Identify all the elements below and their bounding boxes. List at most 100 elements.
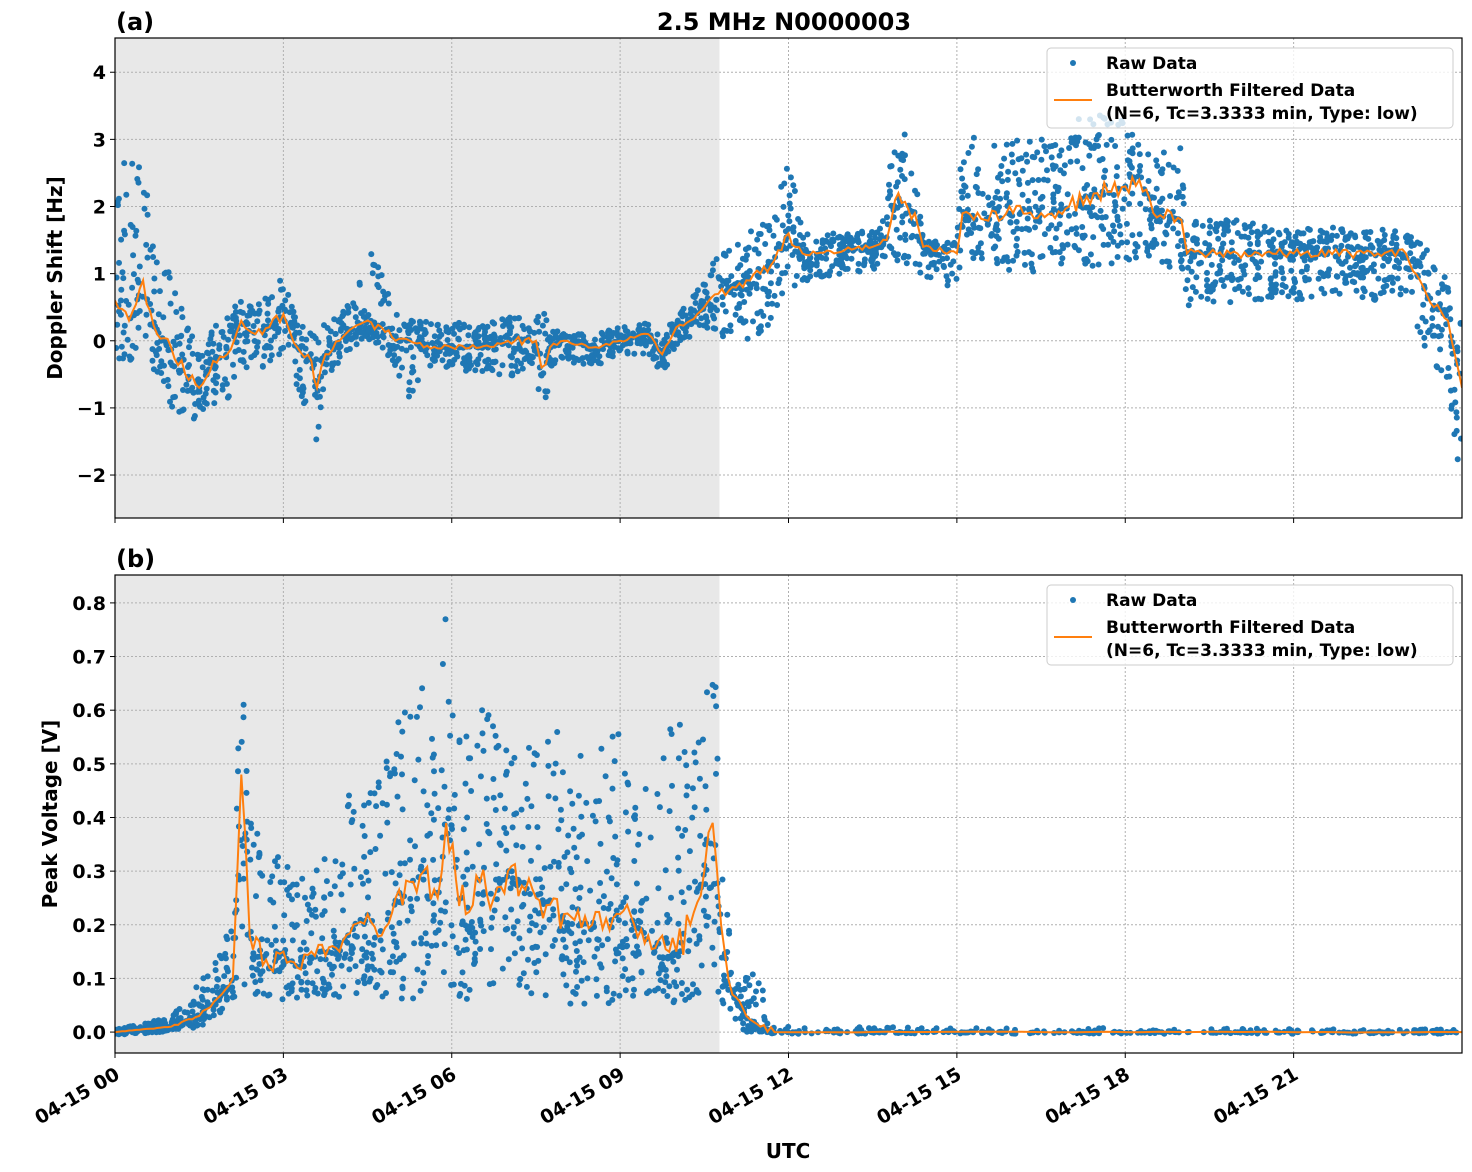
raw-data-point <box>205 341 212 348</box>
raw-data-point <box>1190 235 1197 242</box>
raw-data-point <box>1163 258 1170 265</box>
raw-data-point <box>385 290 392 297</box>
raw-data-point <box>407 856 413 863</box>
raw-data-point <box>275 854 281 861</box>
raw-data-point <box>1039 253 1046 260</box>
raw-data-point <box>1453 409 1460 416</box>
raw-data-point <box>1165 161 1172 168</box>
raw-data-point <box>1112 143 1119 149</box>
raw-data-point <box>933 266 940 273</box>
raw-data-point <box>262 295 269 302</box>
raw-data-point <box>819 237 826 244</box>
raw-data-point <box>743 286 750 293</box>
raw-data-point <box>1421 334 1428 341</box>
raw-data-point <box>584 858 591 865</box>
raw-data-point <box>407 713 414 720</box>
raw-data-point <box>1100 241 1107 248</box>
raw-data-point <box>1234 230 1241 236</box>
raw-data-point <box>871 265 878 272</box>
raw-data-point <box>340 983 347 990</box>
raw-data-point <box>894 204 901 211</box>
raw-data-point <box>1204 295 1211 302</box>
raw-data-point <box>391 770 398 777</box>
raw-data-point <box>398 995 405 1002</box>
raw-data-point <box>204 349 211 356</box>
raw-data-point <box>443 327 450 334</box>
raw-data-point <box>573 854 580 861</box>
raw-data-point <box>406 393 412 400</box>
raw-data-point <box>703 913 709 920</box>
raw-data-point <box>240 701 247 708</box>
raw-data-point <box>1241 233 1248 240</box>
raw-data-point <box>348 819 355 826</box>
raw-data-point <box>666 808 673 815</box>
raw-data-point <box>589 812 596 819</box>
raw-data-point <box>753 285 760 292</box>
raw-data-point <box>368 950 375 957</box>
raw-data-point <box>624 328 631 335</box>
raw-data-point <box>965 150 972 156</box>
raw-data-point <box>429 735 435 742</box>
raw-data-point <box>784 263 791 270</box>
raw-data-point <box>546 916 553 923</box>
raw-data-point <box>605 814 612 821</box>
raw-data-point <box>1279 289 1285 296</box>
raw-data-point <box>599 942 606 949</box>
raw-data-point <box>619 973 626 980</box>
raw-data-point <box>545 793 552 800</box>
raw-data-point <box>520 970 527 977</box>
raw-data-point <box>1408 234 1414 241</box>
raw-data-point <box>567 865 574 872</box>
raw-data-point <box>714 307 720 314</box>
raw-data-point <box>361 933 368 940</box>
raw-data-point <box>314 968 321 975</box>
raw-data-point <box>1038 136 1045 143</box>
raw-data-point <box>748 998 754 1005</box>
raw-data-point <box>1073 225 1080 232</box>
raw-data-point <box>1218 245 1225 252</box>
raw-data-point <box>361 973 368 980</box>
raw-data-point <box>372 846 379 852</box>
raw-data-point <box>1254 272 1261 279</box>
raw-data-point <box>1145 252 1152 259</box>
raw-data-point <box>398 753 404 760</box>
raw-data-point <box>833 260 840 267</box>
raw-data-point <box>1108 260 1115 267</box>
raw-data-point <box>633 880 640 887</box>
raw-data-point <box>153 259 160 266</box>
raw-data-point <box>147 301 154 307</box>
raw-data-point <box>750 318 756 325</box>
raw-data-point <box>1159 258 1166 265</box>
raw-data-point <box>957 166 964 173</box>
raw-data-point <box>711 881 717 887</box>
raw-data-point <box>151 275 158 282</box>
raw-data-point <box>1364 267 1371 274</box>
raw-data-point <box>726 930 733 937</box>
raw-data-point <box>647 834 654 841</box>
raw-data-point <box>179 314 186 321</box>
raw-data-point <box>1126 200 1133 207</box>
raw-data-point <box>224 965 231 972</box>
raw-data-point <box>481 864 487 871</box>
raw-data-point <box>365 312 372 318</box>
raw-data-point <box>1114 217 1121 224</box>
raw-data-point <box>492 732 499 739</box>
raw-data-point <box>995 235 1002 242</box>
raw-data-point <box>944 255 950 262</box>
raw-data-point <box>818 246 825 252</box>
raw-data-point <box>992 194 999 201</box>
raw-data-point <box>615 731 622 738</box>
raw-data-point <box>944 282 951 289</box>
raw-data-point <box>1079 204 1086 211</box>
raw-data-point <box>265 317 271 324</box>
raw-data-point <box>1367 229 1374 235</box>
raw-data-point <box>290 313 297 320</box>
raw-data-point <box>573 957 580 964</box>
raw-data-point <box>275 329 282 336</box>
raw-data-point <box>331 883 338 890</box>
raw-data-point <box>504 925 511 932</box>
raw-data-point <box>791 282 798 289</box>
raw-data-point <box>766 288 772 295</box>
raw-data-point <box>879 218 886 225</box>
raw-data-point <box>321 369 328 376</box>
